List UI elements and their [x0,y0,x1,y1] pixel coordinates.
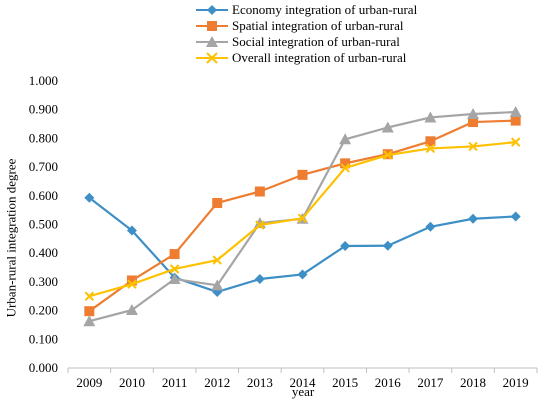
legend-label-social: Social integration of urban-rural [232,34,400,49]
data-point [169,249,180,260]
data-point [127,279,137,289]
data-point [84,192,95,203]
data-point [381,121,394,133]
legend: Economy integration of urban-rural Spati… [196,2,496,66]
data-point [84,291,95,301]
legend-item-overall: Overall integration of urban-rural [196,50,496,66]
y-tick-label: 0.000 [29,360,58,375]
x-tick-label: 2012 [204,375,230,390]
y-tick-label: 0.200 [29,303,58,318]
x-axis-title: year [291,384,315,399]
legend-swatch-spatial [196,21,228,31]
legend-item-spatial: Spatial integration of urban-rural [196,18,496,34]
data-point [340,163,350,173]
data-point [509,105,522,117]
x-tick-label: 2010 [119,375,145,390]
y-tick-label: 0.900 [29,102,58,117]
data-point [340,158,351,169]
y-tick-label: 0.700 [29,159,58,174]
data-point [510,137,521,147]
legend-label-economy: Economy integration of urban-rural [232,2,418,17]
legend-swatch-economy [196,5,228,15]
data-point [211,279,224,291]
data-point [297,169,308,180]
x-tick-label: 2011 [162,375,188,390]
data-point [255,220,265,230]
data-point [510,115,521,126]
data-point [212,255,222,265]
series-2 [83,105,522,327]
data-point [254,274,265,285]
data-point [468,213,479,224]
data-point [168,273,181,285]
data-point [467,108,480,120]
x-tick-label: 2009 [76,375,102,390]
x-tick-label: 2019 [503,375,529,390]
data-point [424,111,437,123]
data-point [297,269,308,280]
data-point [297,213,308,223]
data-point [84,306,95,317]
x-tick-label: 2015 [332,375,358,390]
y-tick-label: 1.000 [29,73,58,88]
y-tick-label: 0.100 [29,331,58,346]
data-point [468,141,478,152]
x-tick-label: 2017 [417,375,444,390]
data-point [510,211,521,222]
data-point [254,186,265,197]
y-tick-label: 0.500 [29,217,58,232]
legend-label-spatial: Spatial integration of urban-rural [232,18,404,33]
data-point [83,315,96,327]
x-tick-label: 2013 [247,375,273,390]
data-point [383,150,393,160]
series-0 [84,192,521,297]
data-point [125,304,138,316]
series-group [83,105,522,327]
series-1 [84,115,521,317]
legend-swatch-social [196,36,228,47]
data-point [126,225,137,236]
data-point [126,275,137,286]
series-3 [84,137,521,301]
data-point [340,241,351,252]
data-point [425,136,436,147]
x-tick-label: 2016 [375,375,402,390]
data-point [468,117,479,128]
legend-label-overall: Overall integration of urban-rural [232,50,407,65]
y-tick-label: 0.400 [29,245,58,260]
data-point [382,240,393,251]
data-point [212,197,223,208]
x-tick-label: 2018 [460,375,486,390]
data-point [425,143,436,154]
legend-item-social: Social integration of urban-rural [196,34,496,50]
legend-item-economy: Economy integration of urban-rural [196,2,496,18]
axes: 0.000 0.100 0.200 0.300 0.400 0.500 0.600 0.700… [29,73,538,390]
x-tick-label: 2014 [290,375,317,390]
data-point [339,133,352,145]
legend-swatch-overall [196,52,228,64]
y-tick-label: 0.800 [29,130,58,145]
y-tick-label: 0.600 [29,188,58,203]
y-tick-label: 0.300 [29,274,58,289]
data-point [425,221,436,232]
data-point [169,264,180,274]
